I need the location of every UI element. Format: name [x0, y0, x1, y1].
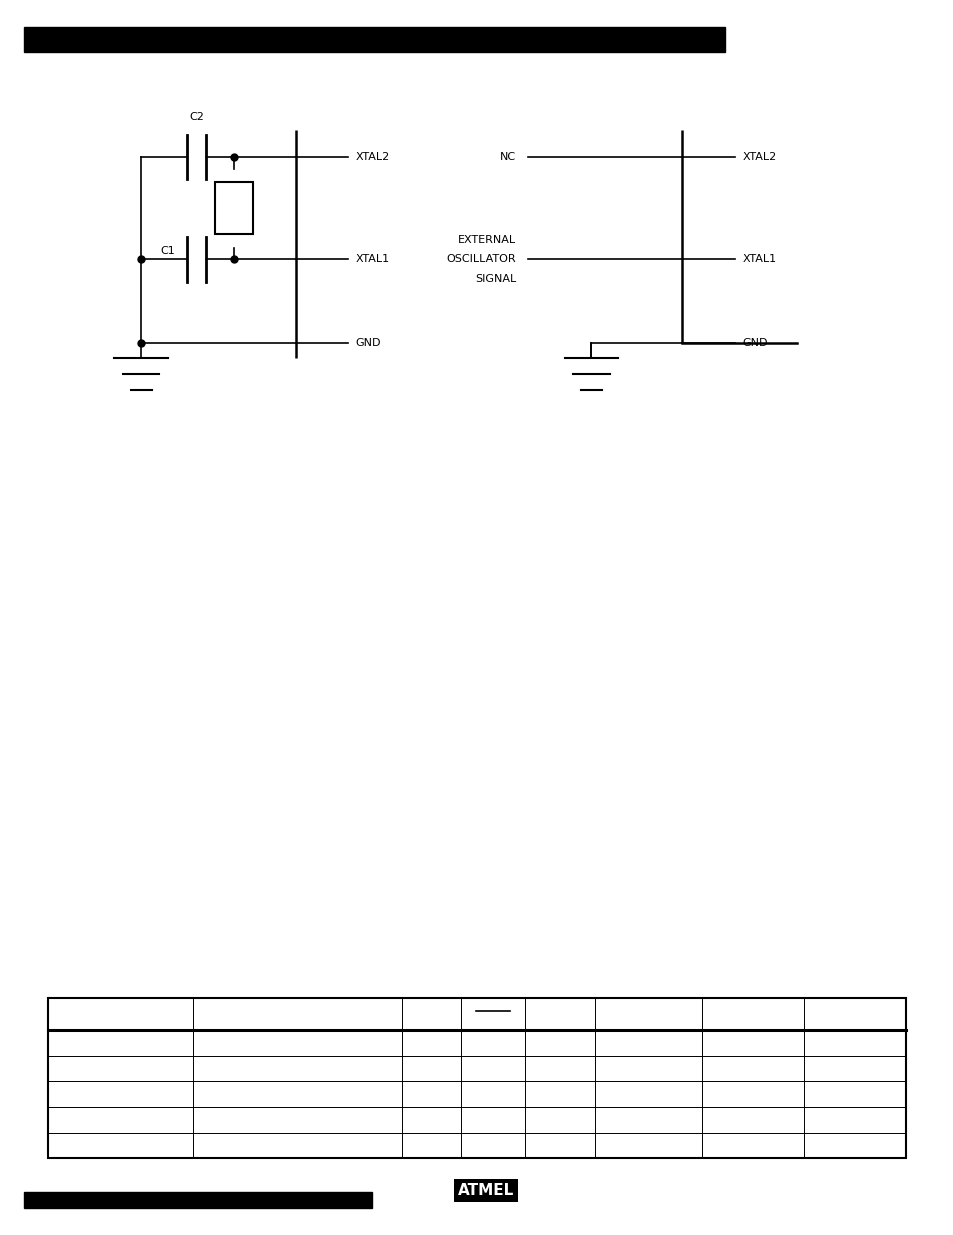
- Bar: [214, 183, 253, 233]
- Text: OSCILLATOR: OSCILLATOR: [446, 254, 516, 264]
- Text: C2: C2: [189, 112, 204, 122]
- Text: NC: NC: [499, 152, 516, 162]
- Text: C1: C1: [161, 246, 175, 256]
- Text: ATMEL: ATMEL: [457, 1183, 514, 1198]
- Text: XTAL1: XTAL1: [741, 254, 776, 264]
- Text: EXTERNAL: EXTERNAL: [457, 235, 516, 245]
- Bar: [24, 27, 724, 52]
- Text: XTAL2: XTAL2: [741, 152, 776, 162]
- Text: XTAL2: XTAL2: [355, 152, 390, 162]
- Text: XTAL1: XTAL1: [355, 254, 390, 264]
- Text: GND: GND: [741, 338, 767, 348]
- Text: GND: GND: [355, 338, 381, 348]
- Bar: [48, 998, 905, 1158]
- Bar: [24, 1192, 372, 1208]
- Text: SIGNAL: SIGNAL: [475, 274, 516, 284]
